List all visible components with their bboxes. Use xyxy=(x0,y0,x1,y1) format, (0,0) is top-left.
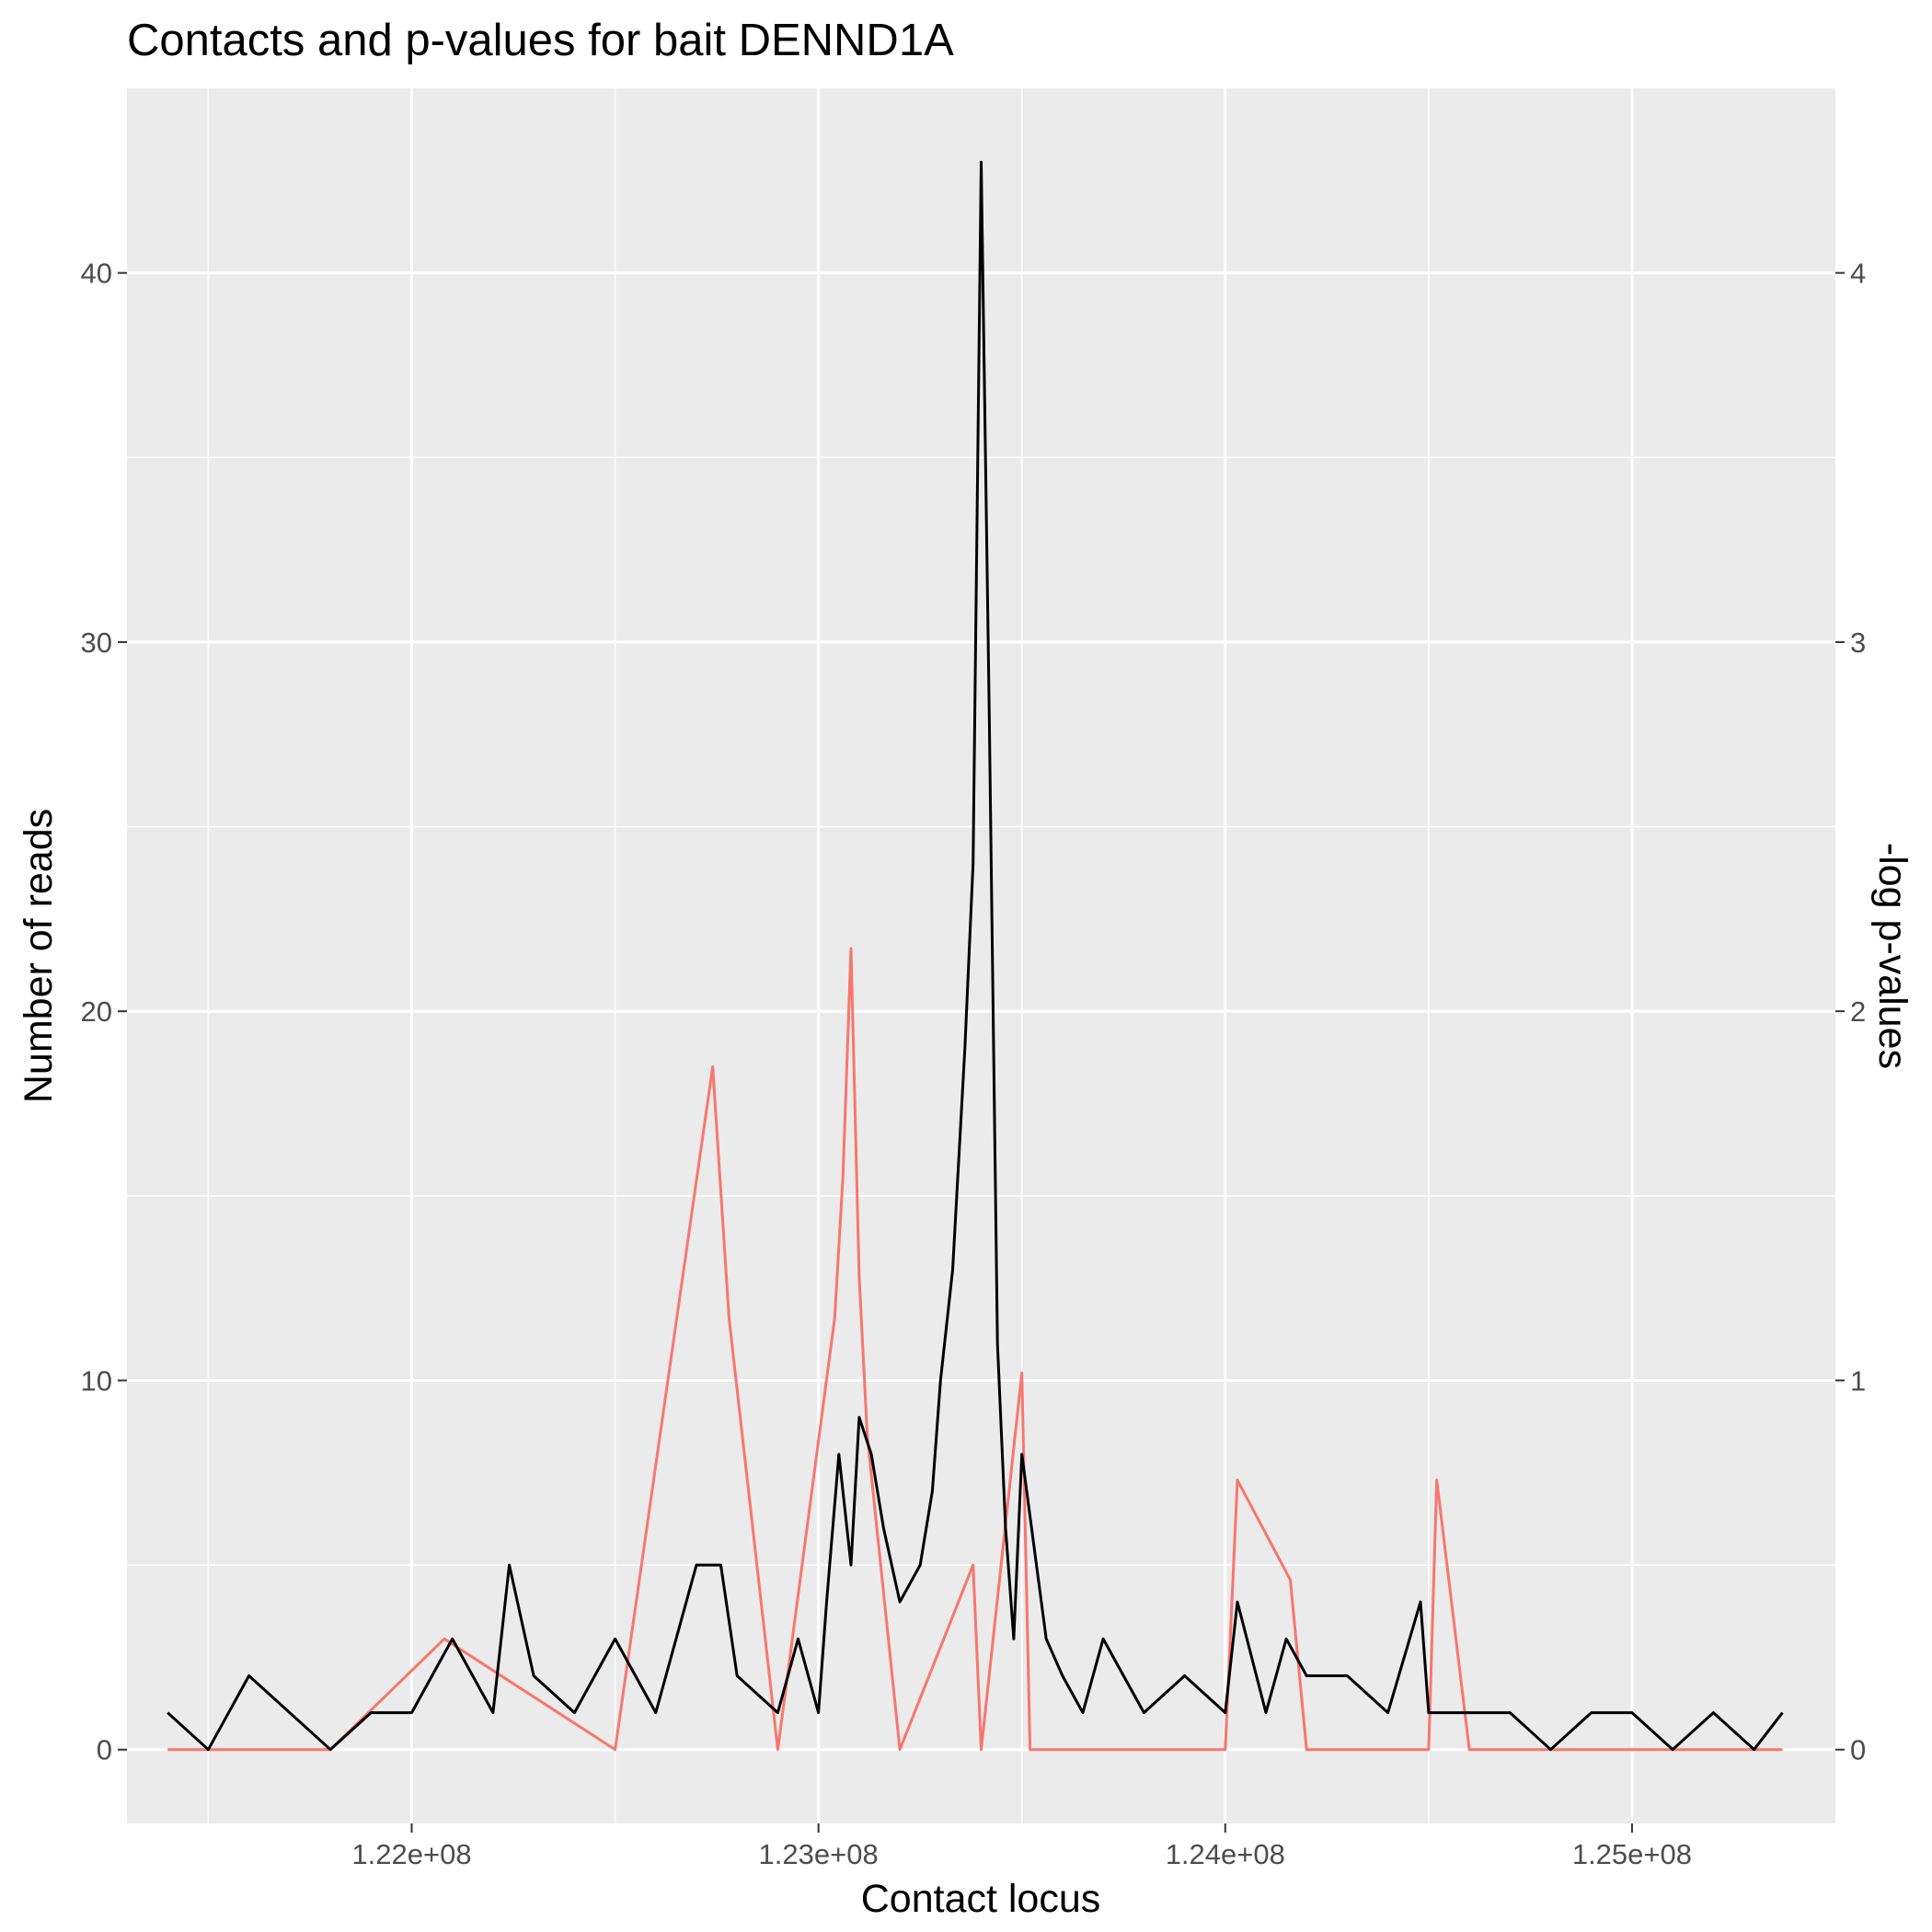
y2-tick-label: 1 xyxy=(1850,1364,1866,1397)
y2-tick-label: 0 xyxy=(1850,1734,1866,1766)
y2-tick-label: 4 xyxy=(1850,258,1866,290)
x-tick-label: 1.25e+08 xyxy=(1572,1838,1692,1870)
x-tick-label: 1.23e+08 xyxy=(759,1838,879,1870)
y-tick-label: 0 xyxy=(97,1734,112,1766)
y2-axis-title: -log p-values xyxy=(1870,843,1915,1069)
y-tick-label: 20 xyxy=(81,995,112,1028)
pvalue-series-line xyxy=(167,947,1783,1752)
x-tick-label: 1.24e+08 xyxy=(1166,1838,1285,1870)
axes-layer: 1.22e+08 1.23e+08 1.24e+08 1.25e+0801020304… xyxy=(81,258,1867,1870)
y2-tick-label: 2 xyxy=(1850,995,1866,1028)
plot-panel xyxy=(127,88,1835,1823)
chart-title: Contacts and p-values for bait DENND1A xyxy=(127,16,954,65)
major-gridlines xyxy=(127,88,1835,1823)
y-axis-title: Number of reads xyxy=(17,809,61,1103)
series-layer xyxy=(167,160,1784,1752)
y-tick-label: 30 xyxy=(81,627,112,659)
y-tick-label: 10 xyxy=(81,1364,112,1397)
x-axis-title: Contact locus xyxy=(861,1877,1101,1921)
x-tick-label: 1.22e+08 xyxy=(351,1838,471,1870)
reads-series-line xyxy=(167,160,1784,1752)
y2-tick-label: 3 xyxy=(1850,627,1866,659)
y-tick-label: 40 xyxy=(81,258,112,290)
